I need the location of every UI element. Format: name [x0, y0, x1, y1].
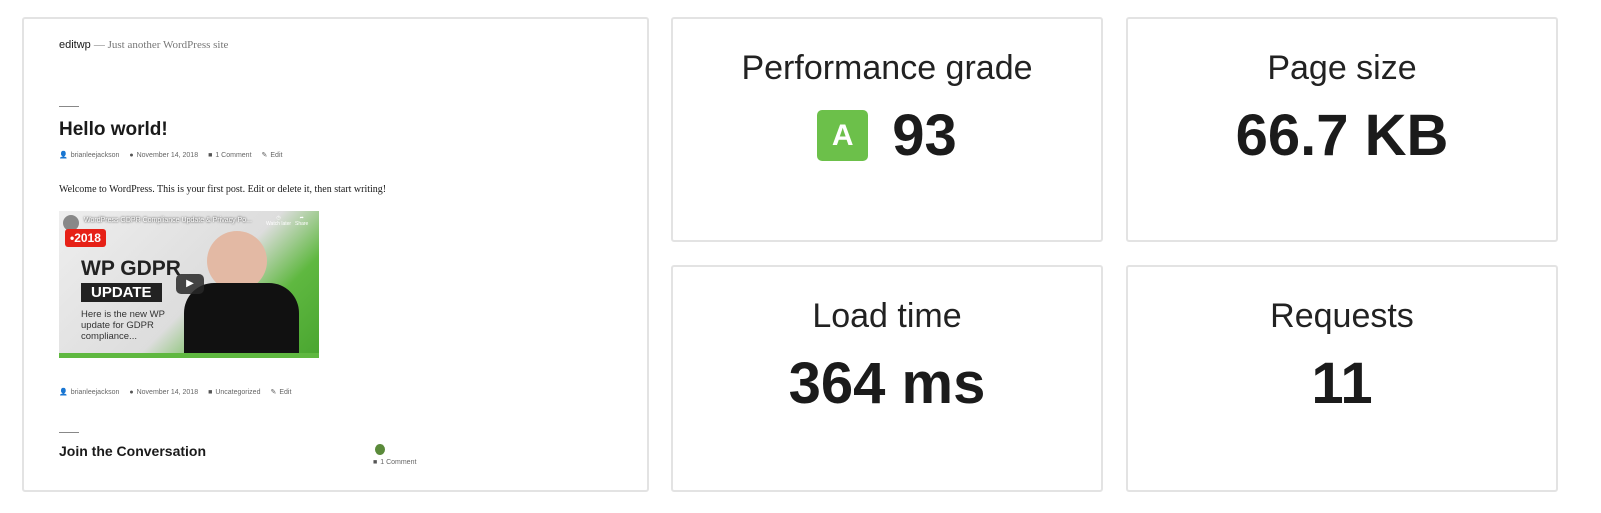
page-size-value: 66.7 KB	[1235, 103, 1449, 168]
site-header: editwp — Just another WordPress site	[59, 39, 228, 51]
clock-icon: ●	[129, 388, 134, 396]
share-button[interactable]: ➦ Share	[295, 215, 309, 227]
play-button[interactable]: ▶	[176, 274, 204, 294]
page-size-card: Page size 66.7 KB	[1126, 17, 1558, 242]
post-body: Welcome to WordPress. This is your first…	[59, 184, 387, 195]
site-preview: editwp — Just another WordPress site Hel…	[22, 17, 649, 492]
grade-badge: A	[817, 110, 869, 161]
load-time-value: 364 ms	[788, 351, 986, 416]
channel-avatar	[63, 215, 79, 231]
edit-link[interactable]: Edit	[279, 389, 292, 396]
requests-value: 11	[1311, 351, 1373, 416]
load-time-card: Load time 364 ms	[671, 265, 1103, 492]
author-link[interactable]: brianleejackson	[70, 152, 120, 159]
site-tagline: — Just another WordPress site	[93, 39, 229, 51]
video-subtitle: Here is the new WP update for GDPR compl…	[81, 309, 165, 342]
video-headline: WP GDPR	[81, 257, 181, 280]
divider	[59, 432, 79, 433]
category-link[interactable]: Uncategorized	[215, 388, 261, 396]
requests-card: Requests 11	[1126, 265, 1558, 492]
video-headline-2: UPDATE	[81, 283, 162, 302]
divider	[59, 106, 79, 107]
video-title: WordPress GDPR Compliance Update & Priva…	[84, 217, 252, 224]
clock-icon: ◷	[276, 215, 281, 221]
date-link[interactable]: November 14, 2018	[136, 151, 199, 159]
commenter-avatar	[375, 444, 385, 455]
metric-label: Requests	[1270, 297, 1414, 335]
date-link[interactable]: November 14, 2018	[136, 388, 199, 396]
folder-icon: ■	[208, 388, 213, 396]
comment-icon: ■	[208, 151, 213, 159]
user-icon: 👤	[59, 389, 68, 396]
edit-link[interactable]: Edit	[270, 152, 283, 159]
performance-grade-card: Performance grade A 93	[671, 17, 1103, 242]
green-bar	[59, 353, 319, 358]
author-link[interactable]: brianleejackson	[70, 389, 120, 396]
presenter-body	[184, 283, 299, 358]
presenter-head	[207, 231, 267, 291]
video-embed[interactable]: WordPress GDPR Compliance Update & Priva…	[59, 211, 319, 358]
comment-icon: ■	[373, 459, 378, 466]
post-title[interactable]: Hello world!	[59, 119, 168, 140]
year-badge: •2018	[65, 229, 106, 247]
metric-label: Load time	[812, 297, 962, 335]
post-footer-meta: 👤 brianleejackson ● November 14, 2018 ■ Unc…	[59, 388, 292, 397]
clock-icon: ●	[129, 151, 134, 159]
comments-link[interactable]: 1 Comment	[215, 151, 252, 159]
post-meta: 👤 brianleejackson ● November 14, 2018 ■ 1 C…	[59, 151, 283, 160]
metric-label: Performance grade	[741, 49, 1033, 87]
conversation-title: Join the Conversation	[59, 443, 207, 459]
site-name[interactable]: editwp	[59, 39, 91, 51]
watch-later-button[interactable]: ◷ Watch later	[266, 215, 292, 227]
metric-label: Page size	[1267, 49, 1417, 87]
edit-icon: ✎	[270, 389, 277, 396]
edit-icon: ✎	[261, 152, 268, 159]
share-icon: ➦	[299, 215, 304, 221]
user-icon: 👤	[59, 152, 68, 159]
comment-count[interactable]: ■ 1 Comment	[373, 459, 417, 466]
performance-score: 93	[892, 103, 957, 168]
